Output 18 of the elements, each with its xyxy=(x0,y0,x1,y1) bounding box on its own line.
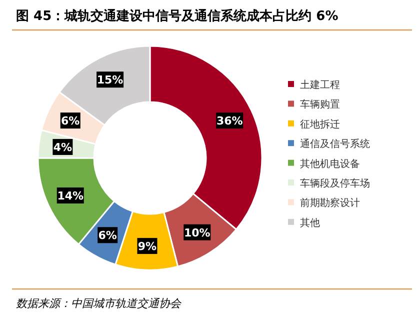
legend-label: 车辆段及停车场 xyxy=(300,178,370,190)
data-label: 6% xyxy=(61,114,80,128)
legend-label: 车辆购置 xyxy=(300,98,340,111)
legend-label: 前期勘察设计 xyxy=(300,197,360,210)
legend-label: 征地拆迁 xyxy=(300,118,340,130)
data-label: 4% xyxy=(53,140,72,154)
legend-label: 通信及信号系统 xyxy=(300,138,370,150)
data-label: 36% xyxy=(216,114,243,128)
legend-label: 其他机电设备 xyxy=(300,158,360,170)
data-label: 6% xyxy=(98,229,117,242)
source-note: 数据来源：中国城市轨道交通协会 xyxy=(16,297,182,310)
chart-title: 图 45：城轨交通建设中信号及通信系统成本占比约 6% xyxy=(16,8,338,24)
data-label: 10% xyxy=(184,226,210,240)
data-label: 14% xyxy=(57,189,84,202)
data-label: 15% xyxy=(96,74,124,87)
legend-label: 其他 xyxy=(300,216,320,229)
legend-label: 土建工程 xyxy=(300,79,340,91)
data-label: 9% xyxy=(138,240,157,253)
